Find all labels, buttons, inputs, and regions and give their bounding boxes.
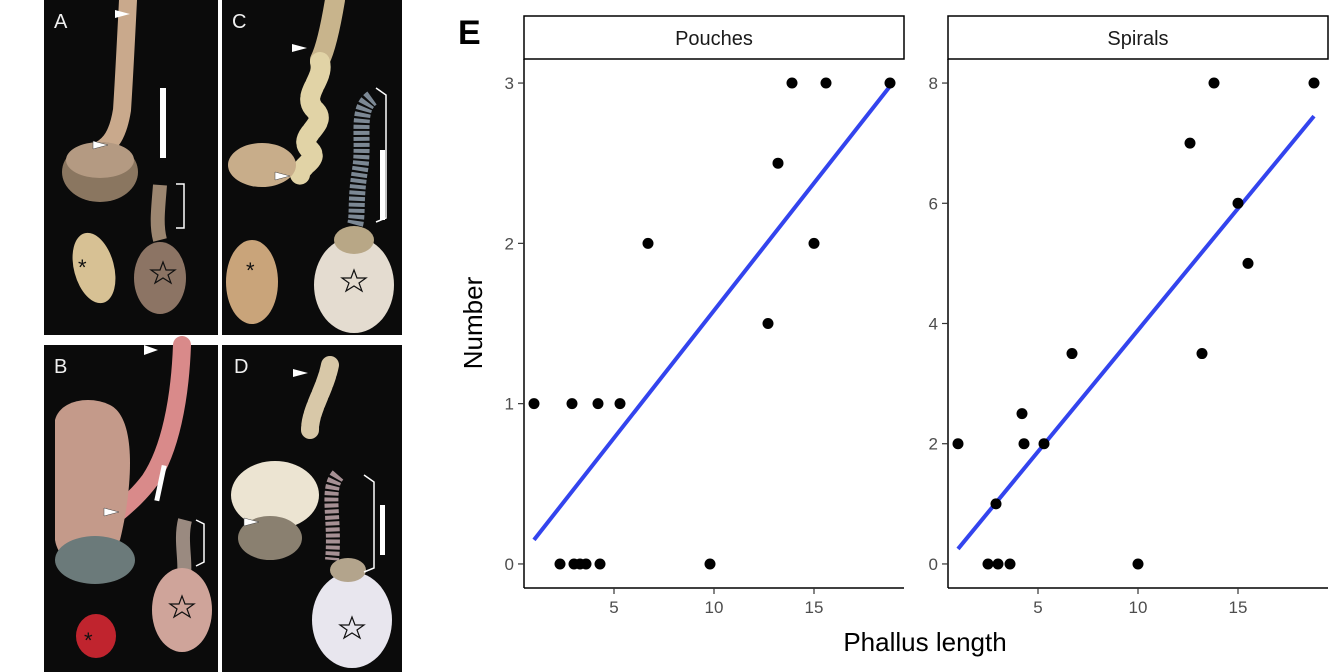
facet-spirals: Spirals 5 10 15 0 2 4 6 8: [929, 15, 1329, 617]
x-tick-label: 10: [705, 598, 724, 617]
photo-letter-d: D: [234, 356, 248, 378]
specimen-c: * C: [226, 0, 394, 333]
data-point: [1184, 137, 1196, 149]
panel-letter-e: E: [458, 14, 481, 52]
data-point: [614, 398, 626, 410]
strip-spirals: [947, 15, 1329, 60]
data-point: [808, 237, 820, 249]
y-tick-label: 3: [505, 74, 514, 93]
y-tick-label: 4: [929, 315, 938, 334]
x-tick-label: 5: [609, 598, 618, 617]
x-tick-label: 15: [805, 598, 824, 617]
photo-letter-b: B: [54, 356, 67, 378]
data-point: [1132, 558, 1144, 570]
data-point: [772, 157, 784, 169]
regression-line: [956, 114, 1316, 551]
fit-line-group-pouches: [532, 85, 892, 542]
data-point: [1208, 77, 1220, 89]
y-tick-label: 8: [929, 74, 938, 93]
strip-label-pouches: Pouches: [675, 28, 753, 50]
y-tick-label: 0: [505, 555, 514, 574]
y-tick-label: 2: [929, 435, 938, 454]
data-point: [566, 398, 578, 410]
data-point: [554, 558, 566, 570]
data-point: [1038, 438, 1050, 450]
star-marker: [149, 260, 177, 285]
data-point: [1196, 348, 1208, 360]
fit-line-group-spirals: [956, 114, 1316, 551]
data-point: [1004, 558, 1016, 570]
data-point: [820, 77, 832, 89]
facet-pouches: Pouches 5 10 15 0 1 2 3: [505, 15, 905, 617]
data-point: [1308, 77, 1320, 89]
ticks-pouches: 5 10 15 0 1 2 3: [505, 74, 824, 617]
strip-pouches: [523, 15, 905, 60]
data-point: [952, 438, 964, 450]
specimen-a: * A: [54, 0, 186, 314]
data-point: [786, 77, 798, 89]
y-tick-label: 1: [505, 395, 514, 414]
data-point: [1232, 197, 1244, 209]
data-point: [990, 498, 1002, 510]
photo-letter-c: C: [232, 11, 246, 33]
y-tick-label: 2: [505, 234, 514, 253]
ticks-spirals: 5 10 15 0 2 4 6 8: [929, 74, 1248, 617]
x-tick-label: 15: [1229, 598, 1248, 617]
data-point: [762, 318, 774, 329]
phallus-length-chart: E Number Phallus length Pouches 5 10 15 0 1 2…: [458, 14, 1329, 657]
specimen-photo-grid: * A * C * B: [44, 0, 402, 672]
y-tick-label: 6: [929, 194, 938, 213]
points-pouches: [528, 77, 896, 570]
specimen-b: * B: [54, 336, 212, 658]
data-point: [704, 558, 716, 570]
data-point: [642, 237, 654, 249]
star-marker: [168, 594, 196, 619]
data-point: [1066, 348, 1078, 360]
svg-text:*: *: [246, 258, 255, 283]
data-point: [580, 558, 592, 570]
specimen-d: D: [231, 356, 392, 668]
star-marker: [338, 615, 366, 640]
data-point: [592, 398, 604, 410]
star-marker: [340, 268, 368, 293]
regression-line: [532, 85, 892, 542]
data-point: [982, 558, 994, 570]
data-point: [528, 398, 540, 410]
x-tick-label: 5: [1033, 598, 1042, 617]
x-axis-title: Phallus length: [843, 627, 1006, 657]
svg-text:*: *: [84, 628, 93, 653]
data-point: [1242, 257, 1254, 269]
strip-label-spirals: Spirals: [1107, 28, 1168, 50]
data-point: [1016, 408, 1028, 420]
points-spirals: [952, 77, 1320, 570]
svg-text:*: *: [78, 255, 87, 280]
photo-letter-a: A: [54, 11, 68, 33]
data-point: [992, 558, 1004, 570]
y-axis-title: Number: [458, 276, 488, 369]
data-point: [884, 77, 896, 89]
data-point: [1018, 438, 1030, 450]
data-point: [594, 558, 606, 570]
y-tick-label: 0: [929, 555, 938, 574]
x-tick-label: 10: [1129, 598, 1148, 617]
